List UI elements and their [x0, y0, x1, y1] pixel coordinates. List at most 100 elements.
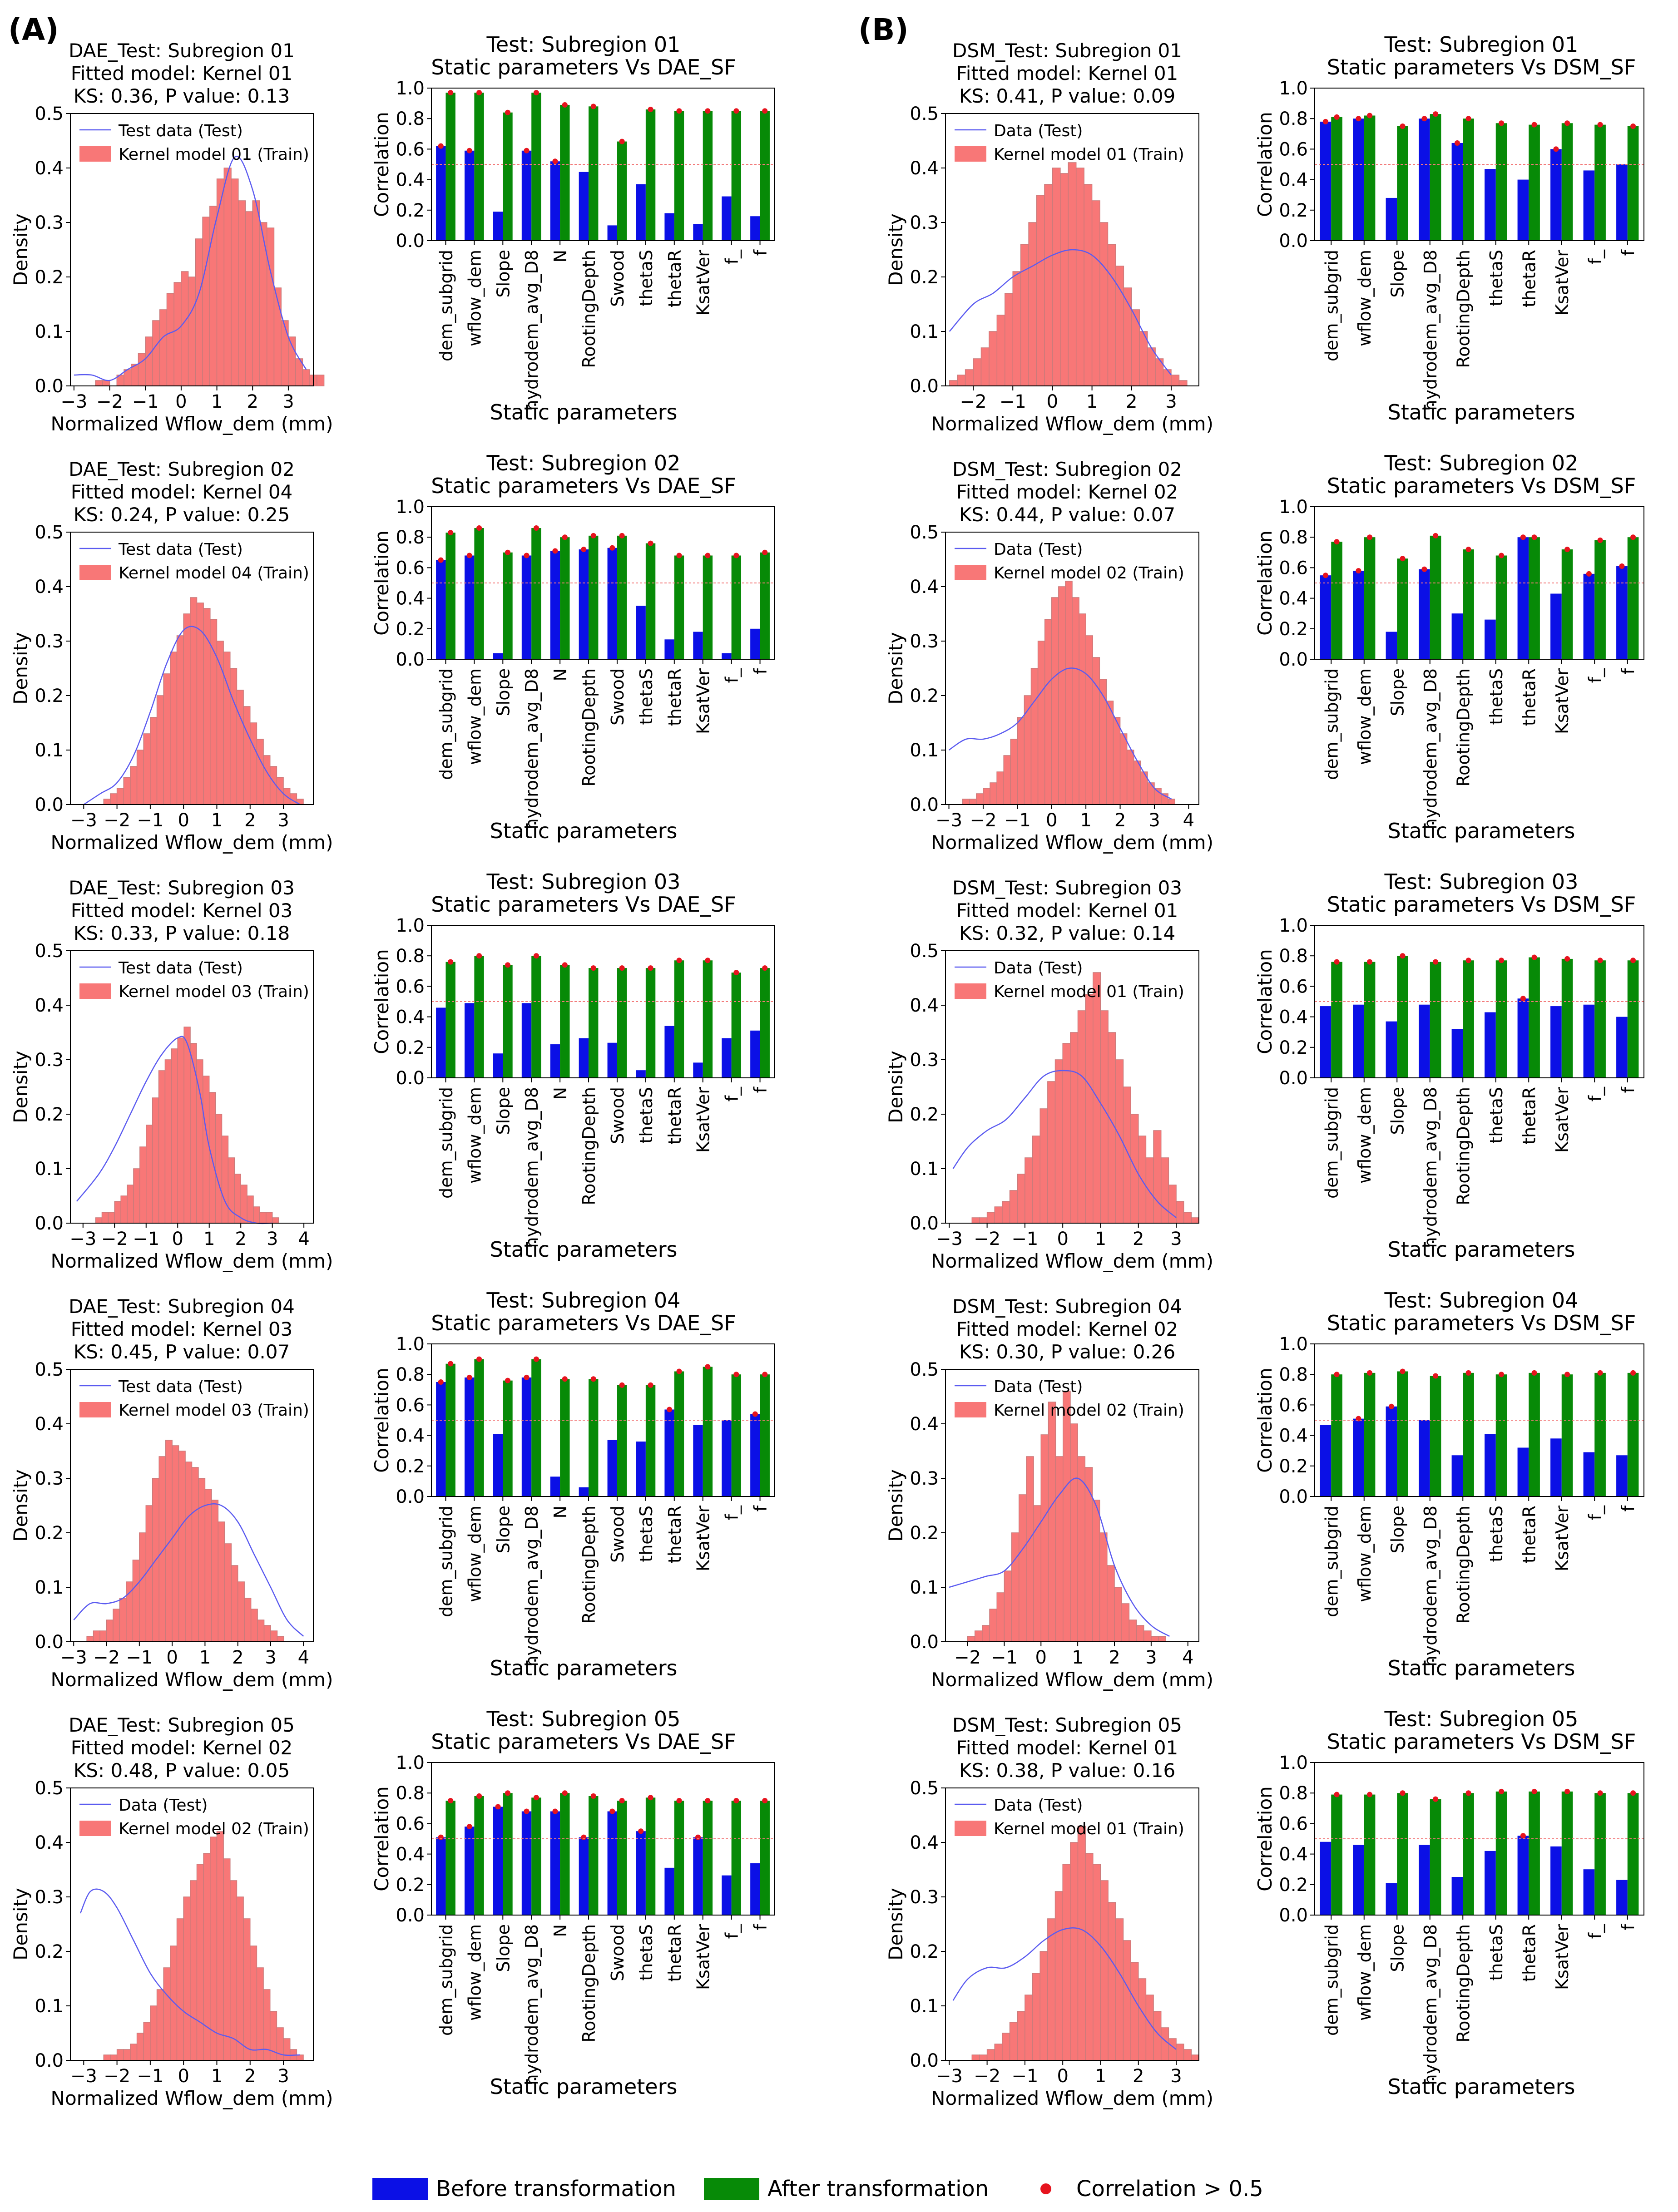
bar-y-axis-label: Correlation [1254, 949, 1276, 1054]
hist-bin [113, 1609, 120, 1642]
hist-bin [124, 369, 132, 386]
hist-bin [176, 1918, 184, 2061]
hist-y-tick-label: 0.0 [910, 795, 939, 815]
hist-bin [1062, 1864, 1071, 2061]
dot-before-f_ [1586, 571, 1592, 577]
hist-bin [1003, 755, 1011, 805]
hist-bin [1131, 309, 1140, 386]
hist-bin [231, 1565, 238, 1642]
bar-after-N [560, 1379, 570, 1496]
hist-y-tick-label: 0.1 [35, 1577, 64, 1598]
hist-x-tick-label: 0 [1035, 1647, 1047, 1668]
bar-x-tick-label: Swood [608, 250, 628, 307]
bar-after-thetaR [1529, 957, 1540, 1078]
bar-before-wflow_dem [464, 150, 475, 241]
density-curve [952, 1927, 1177, 2050]
dot-before-wflow_dem [1356, 116, 1361, 122]
hist-bin [1032, 1973, 1040, 2061]
bar-y-tick-label: 0.8 [1279, 1364, 1308, 1385]
bar-y-tick-label: 0.2 [396, 1037, 425, 1058]
hist-legend-bar-label: Kernel model 01 (Train) [994, 983, 1184, 1001]
hist-bin [994, 1206, 1003, 1224]
hist-y-tick-label: 0.2 [910, 1523, 939, 1544]
figure-legend: Before transformation After transformati… [372, 2176, 1263, 2202]
legend-dot-marker [1040, 2183, 1051, 2194]
bar-x-tick-label: dem_subgrid [436, 1924, 456, 2036]
hist-bin [181, 271, 189, 386]
bar-before-thetaS [1485, 619, 1496, 659]
bar-after-wflow_dem [1364, 1794, 1376, 1915]
bar-y-tick-label: 0.4 [396, 1844, 425, 1865]
bar-after-f [760, 552, 770, 659]
hist-bin [1130, 1114, 1139, 1224]
dot-before-dem_subgrid [438, 1834, 444, 1840]
hist-title-line: KS: 0.33, P value: 0.18 [74, 922, 290, 944]
bar-x-tick-label: N [550, 1506, 570, 1518]
hist-bin [949, 380, 958, 386]
hist-bin [1099, 222, 1109, 386]
hist-bin [106, 1620, 114, 1642]
hist-legend-bar-swatch [79, 983, 111, 999]
bar-before-wflow_dem [464, 1827, 475, 1915]
bar-x-tick-label: Slope [1387, 668, 1407, 716]
hist-bin [979, 2054, 988, 2061]
bar-before-f [1616, 1017, 1628, 1078]
bar-x-tick-label: RootingDepth [1453, 668, 1473, 787]
bar-after-f_ [1594, 960, 1606, 1078]
hist-x-tick-label: −1 [1004, 810, 1031, 831]
dot-after-hydrodem_avg_D8 [533, 1356, 539, 1362]
bar-after-dem_subgrid [445, 1363, 455, 1496]
bar-before-hydrodem_avg_D8 [521, 1003, 532, 1078]
dot-after-f [762, 1372, 768, 1378]
hist-bin [1099, 1532, 1108, 1642]
bar-y-tick-label: 0.4 [1279, 1007, 1308, 1028]
bar-before-KsatVer [693, 1837, 703, 1915]
dot-after-f_ [733, 1372, 739, 1378]
density-curve [952, 1070, 1177, 1218]
hist-bin [1005, 293, 1013, 386]
bar-after-thetaR [1529, 1373, 1540, 1496]
bar-after-dem_subgrid [1331, 542, 1342, 659]
hist-legend-bar-label: Kernel model 04 (Train) [119, 564, 309, 583]
hist-bin [190, 597, 198, 805]
dot-before-Swood [609, 1808, 615, 1814]
dot-after-RootingDepth [1465, 958, 1471, 963]
dot-before-wflow_dem [466, 1374, 472, 1380]
hist-title-line: KS: 0.24, P value: 0.25 [74, 504, 290, 526]
hist-title-line: KS: 0.45, P value: 0.07 [74, 1341, 290, 1363]
bar-before-RootingDepth [1451, 1029, 1463, 1078]
hist-bin [103, 799, 111, 805]
bar-before-thetaS [636, 606, 646, 659]
dot-after-wflow_dem [1367, 959, 1373, 965]
dot-after-dem_subgrid [448, 90, 454, 96]
hist-x-tick-label: 1 [1080, 810, 1091, 831]
dot-after-thetaR [676, 958, 682, 963]
bar-x-tick-label: thetaS [636, 1506, 656, 1562]
hist-bin [1063, 1391, 1071, 1642]
hist-x-tick-label: −2 [101, 1229, 128, 1249]
bar-after-thetaS [1495, 123, 1507, 241]
hist-y-tick-label: 0.1 [910, 1996, 939, 2017]
hist-bin [1017, 1174, 1025, 1224]
hist-bin [1044, 184, 1053, 386]
hist-bin [1100, 1010, 1109, 1224]
hist-x-tick-label: 2 [244, 810, 256, 831]
bar-y-tick-label: 1.0 [396, 1753, 425, 1773]
bar-axes-frame [1314, 925, 1644, 1078]
dot-after-thetaR [676, 1368, 682, 1374]
hist-x-axis-label: Normalized Wflow_dem (mm) [51, 1250, 333, 1272]
dot-after-f [762, 1798, 768, 1803]
hist-x-tick-label: −3 [69, 1229, 96, 1249]
dot-before-Slope [1388, 1403, 1394, 1409]
bar-before-f_ [1583, 1869, 1595, 1915]
bar-x-tick-label: N [550, 1924, 570, 1937]
hist-x-tick-label: 4 [298, 1647, 309, 1668]
hist-bin [996, 1592, 1005, 1642]
bar-before-f_ [1583, 170, 1595, 241]
bar-x-tick-label: f [1618, 1086, 1638, 1093]
hist-y-tick-label: 0.0 [910, 376, 939, 397]
dot-before-N [552, 1808, 558, 1814]
hist-bin [236, 1896, 244, 2061]
